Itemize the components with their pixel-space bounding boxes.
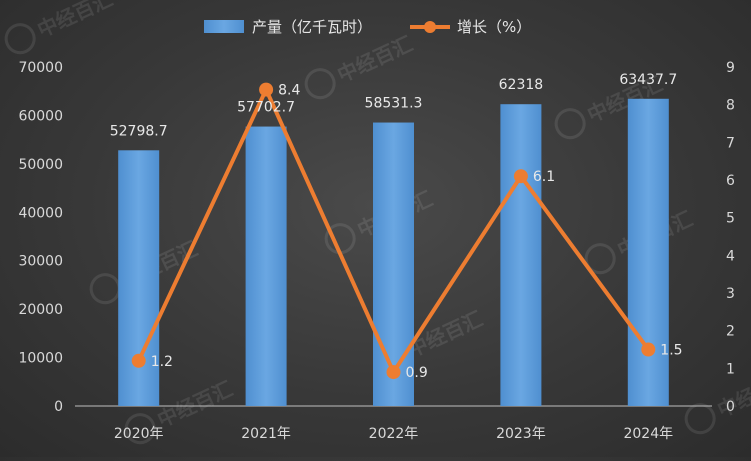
line-value-label: 1.5 [660, 343, 682, 359]
y-right-tick-label: 6 [726, 173, 735, 189]
line-point [641, 342, 656, 357]
y-left-tick-label: 60000 [18, 108, 63, 124]
y-right-tick-label: 3 [726, 286, 735, 302]
bar-value-label: 57702.7 [237, 100, 295, 116]
watermark-logo [324, 223, 356, 255]
x-tick-label: 2020年 [114, 426, 164, 442]
line-point [386, 365, 401, 380]
y-left-tick-label: 20000 [18, 302, 63, 318]
watermark-logo [304, 68, 336, 100]
y-right-tick-label: 8 [726, 98, 735, 114]
line-value-label: 6.1 [533, 169, 555, 185]
y-right-tick-label: 2 [726, 324, 735, 340]
line-value-label: 8.4 [278, 83, 300, 99]
y-right-tick-label: 7 [726, 135, 735, 151]
line-point [513, 169, 528, 184]
y-right-tick-label: 4 [726, 248, 735, 264]
bar-value-label: 52798.7 [110, 123, 168, 139]
y-right-tick-label: 5 [726, 211, 735, 227]
y-left-tick-label: 40000 [18, 205, 63, 221]
bar-value-label: 58531.3 [365, 96, 423, 112]
line-point [259, 82, 274, 97]
axes: 0 10000 20000 30000 40000 50000 60000 70000 0 1 2 3… [18, 60, 735, 442]
bar-value-label: 62318 [499, 77, 544, 93]
y-left-tick-label: 70000 [18, 60, 63, 76]
line-value-label: 1.2 [151, 354, 173, 370]
y-left-tick-label: 50000 [18, 157, 63, 173]
legend-label-line: 增长（%） [457, 18, 531, 36]
legend-label-bar: 产量（亿千瓦时） [252, 18, 372, 36]
legend-swatch-bar [204, 20, 244, 33]
watermark-logo [584, 243, 616, 275]
y-left-tick-label: 10000 [18, 351, 63, 367]
watermark-text: 中经百汇 [334, 31, 417, 87]
watermark-logo [89, 273, 121, 305]
watermark: 中经百汇 [304, 31, 417, 100]
line-point [131, 353, 146, 368]
line-series [131, 82, 656, 380]
watermark-logo [124, 413, 156, 445]
x-tick-label: 2021年 [241, 426, 291, 442]
bar-series [118, 98, 669, 407]
y-right-tick-label: 9 [726, 60, 735, 76]
x-tick-label: 2022年 [369, 426, 419, 442]
y-right-tick-label: 0 [726, 399, 735, 415]
bar [373, 122, 414, 407]
legend: 产量（亿千瓦时） 增长（%） [204, 18, 531, 36]
legend-marker-line [424, 21, 436, 33]
bar [245, 126, 287, 406]
y-left-tick-label: 0 [54, 399, 63, 415]
watermark: 中经百汇 [4, 0, 117, 55]
line-value-label: 0.9 [406, 365, 428, 381]
y-right-tick-label: 1 [726, 361, 735, 377]
watermark-logo [4, 23, 36, 55]
watermark: 中经百汇 [684, 366, 751, 435]
x-tick-label: 2024年 [623, 426, 673, 442]
data-labels: 52798.7 57702.7 58531.3 62318 63437.7 1.2 8.4 0… [110, 72, 683, 381]
watermark-logo [554, 108, 586, 140]
watermark-text: 中经百汇 [154, 376, 237, 432]
bar [500, 104, 542, 407]
y-left-tick-label: 30000 [18, 254, 63, 270]
watermark-text: 中经百汇 [34, 0, 117, 42]
bar [627, 98, 669, 407]
bar-value-label: 63437.7 [619, 72, 677, 88]
x-tick-label: 2023年 [496, 426, 546, 442]
